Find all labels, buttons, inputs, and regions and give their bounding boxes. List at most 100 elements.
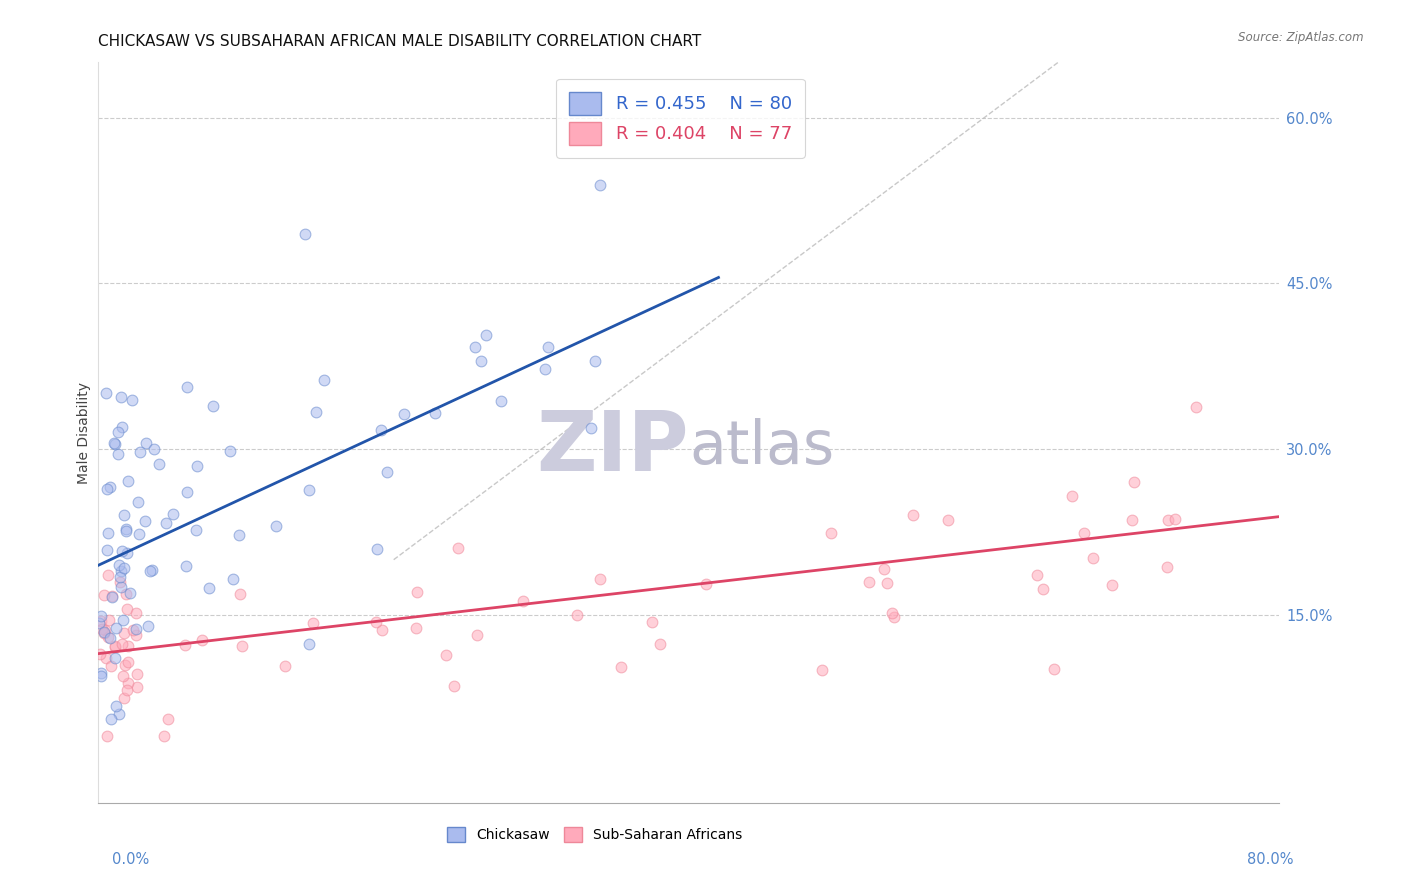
Point: [152, 730, 174, 744]
Point: [394, 407, 416, 421]
Point: [104, 651, 127, 665]
Point: [443, 679, 465, 693]
Point: [222, 572, 245, 586]
Point: [127, 680, 149, 694]
Point: [98, 631, 121, 645]
Point: [641, 615, 664, 630]
Point: [155, 516, 177, 530]
Point: [114, 657, 136, 672]
Point: [90, 666, 112, 681]
Point: [138, 564, 160, 578]
Point: [107, 707, 129, 722]
Point: [229, 586, 252, 600]
Point: [1060, 489, 1083, 503]
Point: [96, 543, 118, 558]
Point: [104, 622, 127, 636]
Point: [903, 508, 925, 523]
Point: [1185, 400, 1208, 414]
Point: [117, 639, 139, 653]
Point: [112, 613, 135, 627]
Point: [266, 519, 288, 533]
Point: [89, 615, 111, 630]
Point: [198, 582, 221, 596]
Point: [97, 567, 120, 582]
Point: [405, 585, 427, 599]
Point: [314, 374, 336, 388]
Point: [1073, 526, 1095, 541]
Point: [695, 576, 717, 591]
Point: [124, 622, 146, 636]
Point: [148, 457, 170, 471]
Point: [174, 638, 197, 652]
Point: [105, 698, 128, 713]
Point: [90, 669, 112, 683]
Point: [174, 559, 197, 574]
Point: [936, 513, 959, 527]
Point: [423, 406, 446, 420]
Point: [186, 459, 208, 474]
Point: [125, 666, 148, 681]
Point: [115, 682, 138, 697]
Point: [202, 399, 225, 413]
Point: [141, 562, 163, 576]
Point: [94, 623, 117, 637]
Point: [231, 639, 253, 653]
Point: [512, 594, 534, 608]
Point: [136, 619, 159, 633]
Point: [128, 527, 150, 541]
Point: [156, 712, 179, 726]
Point: [858, 574, 880, 589]
Point: [104, 437, 127, 451]
Point: [1123, 475, 1146, 489]
Point: [589, 572, 612, 586]
Point: [110, 580, 132, 594]
Text: Source: ZipAtlas.com: Source: ZipAtlas.com: [1239, 31, 1364, 45]
Point: [111, 636, 134, 650]
Point: [191, 633, 214, 648]
Point: [820, 525, 842, 540]
Point: [610, 660, 633, 674]
Point: [96, 730, 118, 744]
Point: [117, 655, 139, 669]
Point: [366, 541, 388, 556]
Point: [122, 624, 145, 638]
Point: [134, 514, 156, 528]
Point: [135, 436, 157, 450]
Point: [534, 362, 557, 376]
Point: [1083, 551, 1105, 566]
Point: [107, 447, 129, 461]
Point: [405, 621, 427, 635]
Point: [1032, 582, 1054, 597]
Point: [579, 421, 602, 435]
Text: atlas: atlas: [689, 418, 834, 477]
Point: [110, 564, 132, 578]
Point: [103, 436, 125, 450]
Point: [298, 483, 321, 497]
Point: [880, 606, 903, 620]
Point: [305, 405, 328, 419]
Point: [111, 669, 134, 683]
Point: [124, 607, 146, 621]
Point: [1156, 559, 1178, 574]
Point: [176, 485, 198, 500]
Point: [114, 587, 136, 601]
Point: [648, 637, 671, 651]
Point: [298, 636, 321, 650]
Legend: Chickasaw, Sub-Saharan Africans: Chickasaw, Sub-Saharan Africans: [441, 822, 748, 847]
Point: [1157, 513, 1180, 527]
Point: [94, 385, 117, 400]
Point: [127, 495, 149, 509]
Point: [90, 614, 112, 628]
Point: [475, 327, 498, 342]
Point: [583, 354, 606, 368]
Point: [1025, 568, 1047, 582]
Point: [97, 526, 120, 541]
Point: [115, 546, 138, 560]
Point: [97, 614, 120, 628]
Point: [489, 393, 512, 408]
Point: [98, 480, 121, 494]
Point: [537, 340, 560, 354]
Point: [1101, 577, 1123, 591]
Point: [118, 585, 141, 599]
Point: [104, 640, 127, 654]
